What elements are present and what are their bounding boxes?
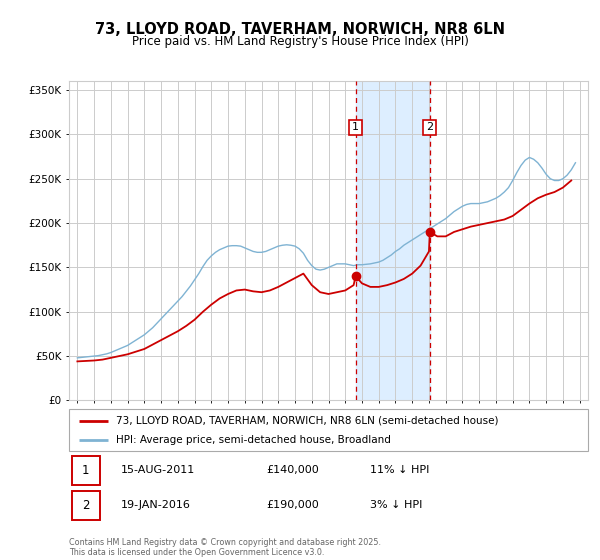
Bar [356, 81, 430, 400]
Text: 1: 1 [352, 122, 359, 132]
Text: £190,000: £190,000 [266, 501, 319, 510]
Text: 2: 2 [426, 122, 433, 132]
Text: £140,000: £140,000 [266, 465, 319, 475]
Text: HPI: Average price, semi-detached house, Broadland: HPI: Average price, semi-detached house,… [116, 435, 391, 445]
Text: 15-AUG-2011: 15-AUG-2011 [121, 465, 195, 475]
Text: 3% ↓ HPI: 3% ↓ HPI [370, 501, 422, 510]
Text: 73, LLOYD ROAD, TAVERHAM, NORWICH, NR8 6LN (semi-detached house): 73, LLOYD ROAD, TAVERHAM, NORWICH, NR8 6… [116, 416, 498, 426]
Text: 2: 2 [82, 499, 89, 512]
FancyBboxPatch shape [71, 456, 100, 485]
Text: 1: 1 [82, 464, 89, 477]
FancyBboxPatch shape [69, 409, 588, 451]
Text: 11% ↓ HPI: 11% ↓ HPI [370, 465, 430, 475]
Text: Contains HM Land Registry data © Crown copyright and database right 2025.
This d: Contains HM Land Registry data © Crown c… [69, 538, 381, 557]
FancyBboxPatch shape [71, 491, 100, 520]
Text: Price paid vs. HM Land Registry's House Price Index (HPI): Price paid vs. HM Land Registry's House … [131, 35, 469, 48]
Text: 19-JAN-2016: 19-JAN-2016 [121, 501, 191, 510]
Text: 73, LLOYD ROAD, TAVERHAM, NORWICH, NR8 6LN: 73, LLOYD ROAD, TAVERHAM, NORWICH, NR8 6… [95, 22, 505, 38]
